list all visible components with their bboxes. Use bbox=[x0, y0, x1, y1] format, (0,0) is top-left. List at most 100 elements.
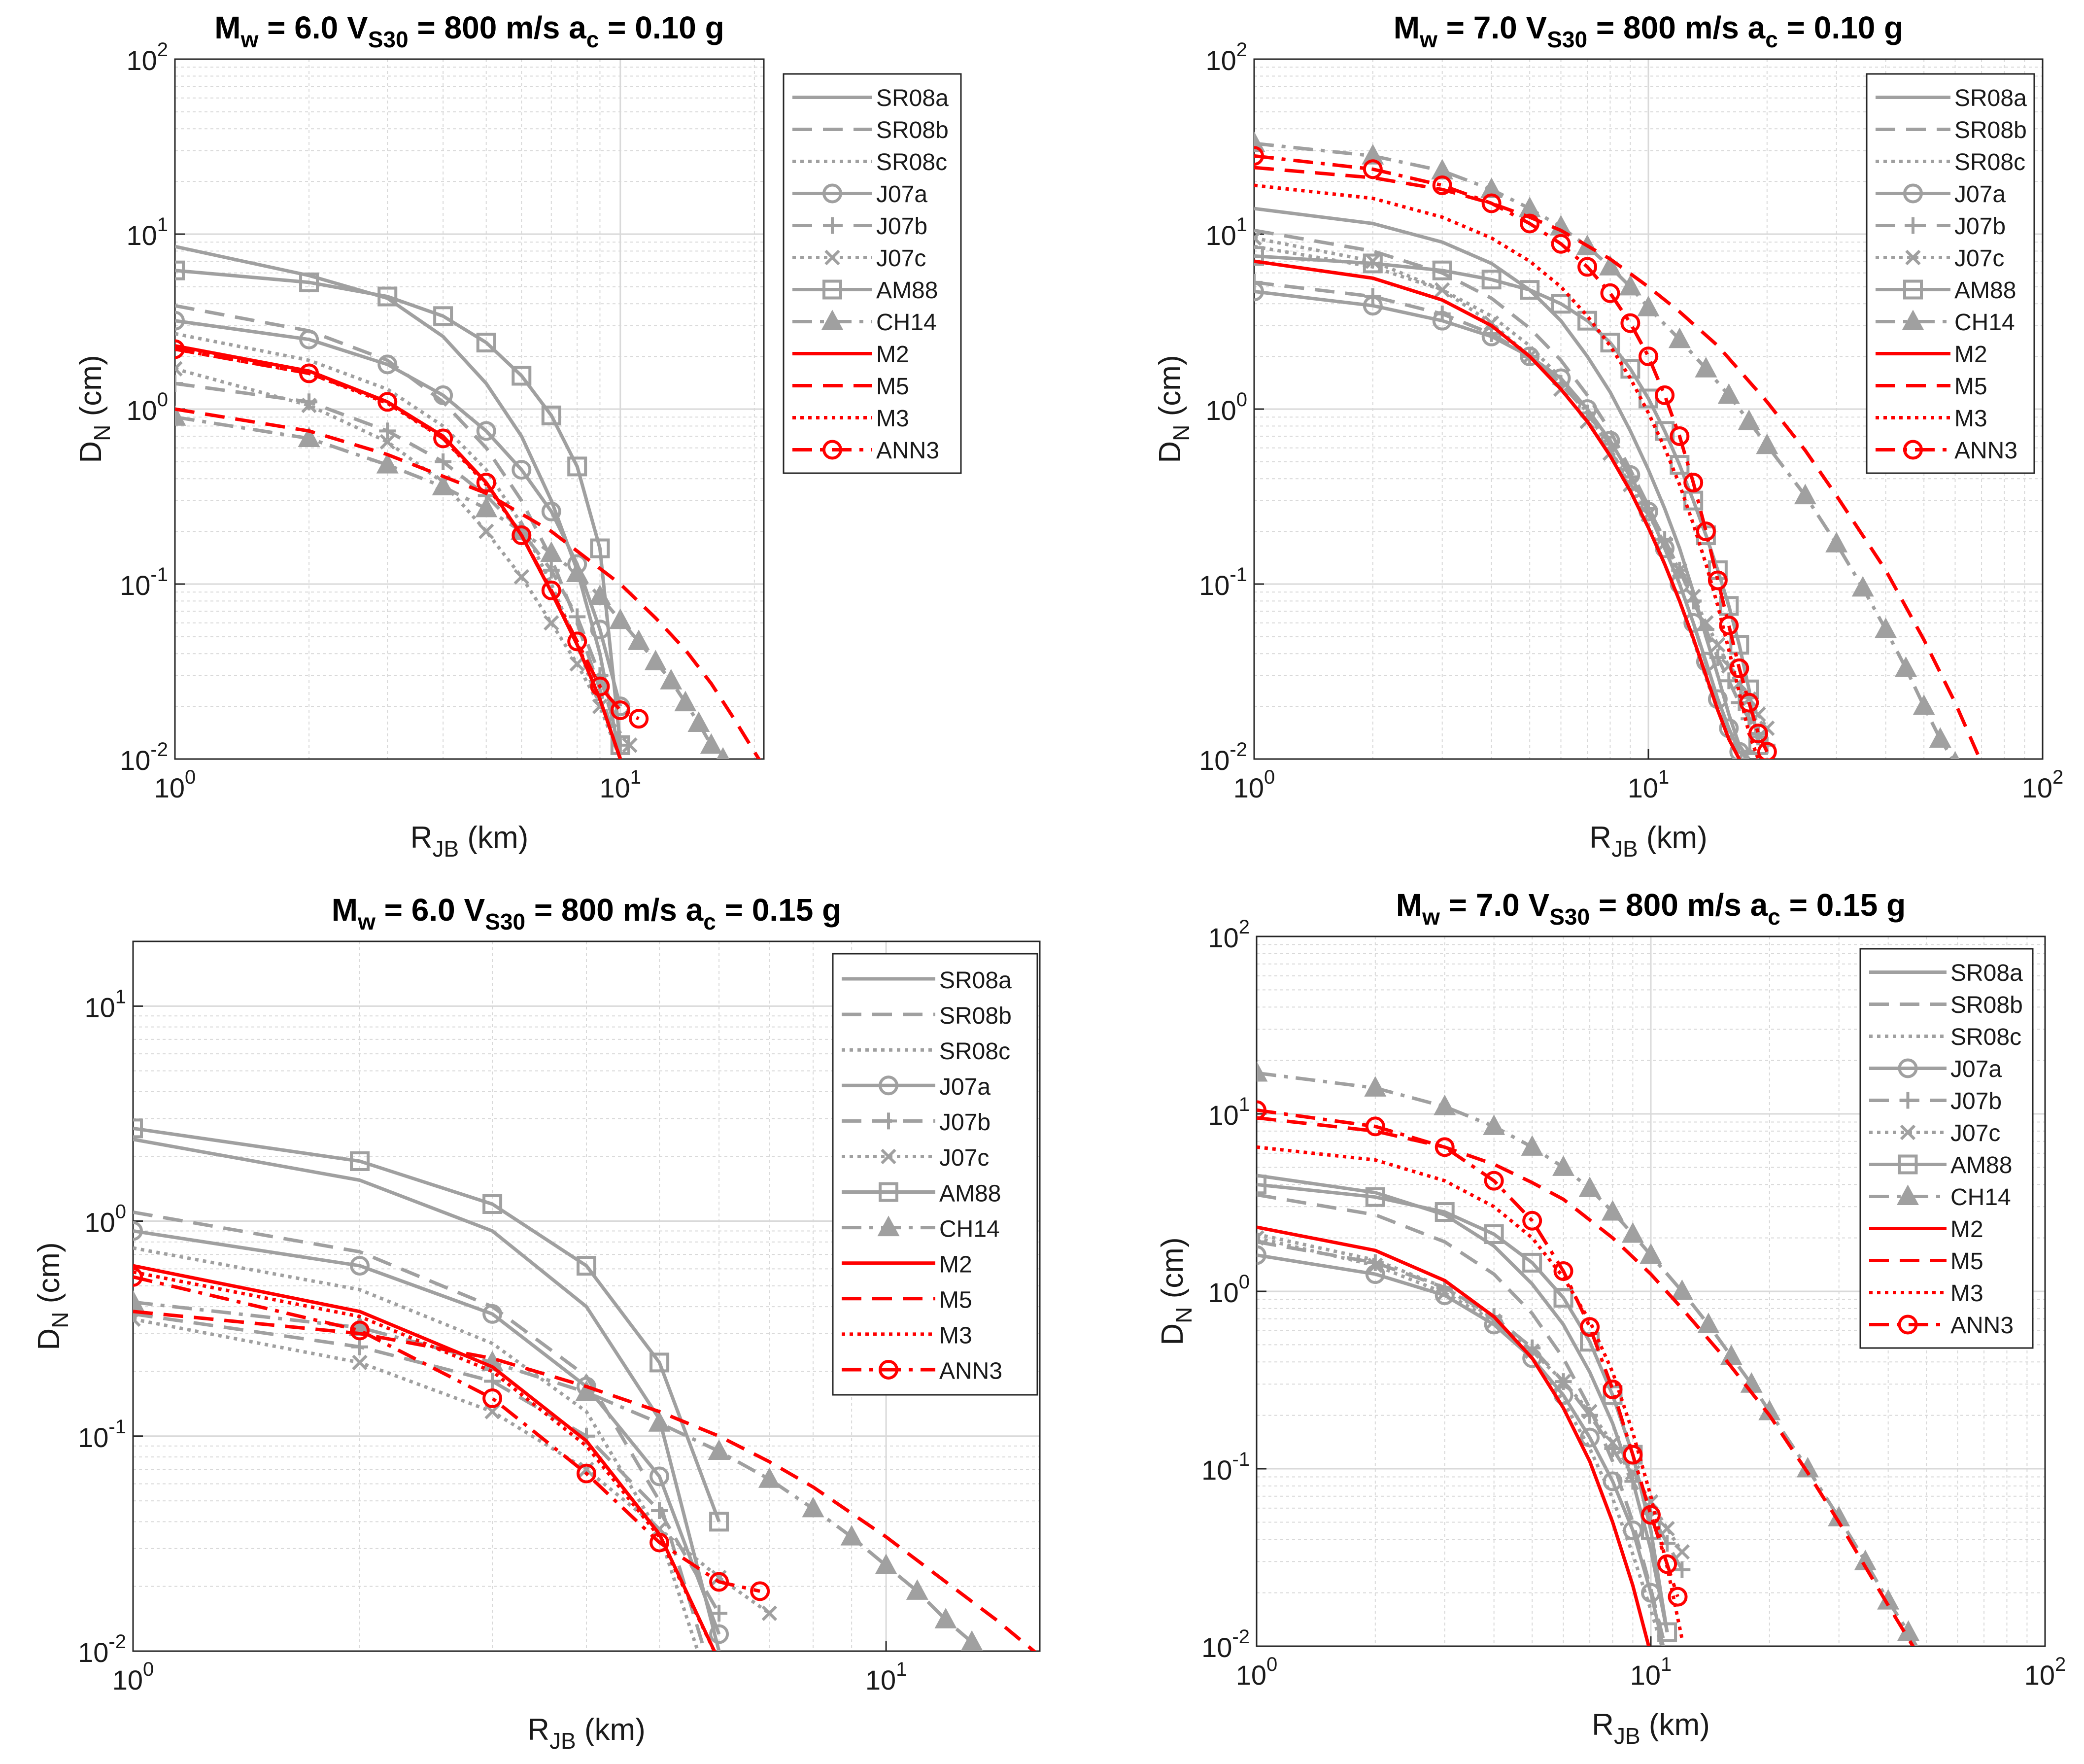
marker-ch14 bbox=[708, 1439, 730, 1460]
marker-ch14 bbox=[1480, 177, 1503, 198]
marker-ch14 bbox=[1483, 1114, 1505, 1135]
marker-ann3 bbox=[541, 580, 561, 600]
marker-ch14 bbox=[298, 426, 320, 447]
marker-am88 bbox=[1481, 270, 1502, 290]
legend-marker-j07a bbox=[1903, 183, 1923, 204]
marker-j07c bbox=[478, 523, 494, 539]
marker-ch14 bbox=[687, 711, 710, 732]
marker-j07c bbox=[1582, 1404, 1598, 1419]
chart-title: Mw = 6.0 VS30 = 800 m/s ac = 0.15 g bbox=[332, 892, 841, 934]
legend-label: M5 bbox=[1950, 1248, 1983, 1275]
series-line-m5 bbox=[133, 1310, 1037, 1651]
grid bbox=[174, 58, 764, 760]
marker-ann3 bbox=[1739, 692, 1759, 713]
chart-title: Mw = 7.0 VS30 = 800 m/s ac = 0.15 g bbox=[1396, 887, 1906, 930]
marker-ann3 bbox=[1432, 175, 1452, 196]
marker-ann3 bbox=[1520, 213, 1540, 234]
legend-label: J07b bbox=[1954, 213, 2006, 240]
x-tick-label: 101 bbox=[1630, 1654, 1672, 1691]
y-axis-label: DN (cm) bbox=[32, 1242, 73, 1350]
x-tick-label: 100 bbox=[112, 1659, 154, 1695]
legend-marker-j07c bbox=[824, 249, 840, 266]
legend-marker-am88 bbox=[822, 279, 842, 300]
chart-title: Mw = 7.0 VS30 = 800 m/s ac = 0.10 g bbox=[1394, 10, 1903, 52]
marker-ann3 bbox=[629, 709, 649, 729]
marker-ann3 bbox=[1257, 1100, 1266, 1120]
legend-label: J07b bbox=[939, 1109, 991, 1136]
y-tick-label: 102 bbox=[126, 39, 168, 76]
legend-label: J07a bbox=[1950, 1056, 2002, 1082]
y-axis-label: DN (cm) bbox=[1153, 355, 1194, 463]
legend-label: CH14 bbox=[939, 1216, 1000, 1242]
legend-label: AM88 bbox=[876, 277, 938, 304]
legend-marker-j07a bbox=[1898, 1058, 1918, 1078]
legend-marker-j07a bbox=[879, 1075, 898, 1096]
marker-am88 bbox=[1432, 260, 1452, 280]
marker-ch14 bbox=[1950, 751, 1960, 759]
marker-j07c bbox=[352, 1354, 368, 1371]
legend-marker-j07b bbox=[824, 217, 841, 234]
legend-label: M3 bbox=[876, 406, 909, 432]
legend-label: M5 bbox=[1954, 374, 1987, 400]
y-tick-label: 10-2 bbox=[78, 1631, 126, 1668]
marker-ann3 bbox=[1683, 473, 1704, 493]
marker-ann3 bbox=[1603, 1380, 1623, 1400]
marker-am88 bbox=[482, 1194, 503, 1214]
y-tick-label: 101 bbox=[84, 986, 126, 1023]
marker-j07a bbox=[1683, 613, 1704, 633]
marker-j07c bbox=[1486, 1313, 1502, 1329]
legend-label: J07c bbox=[876, 245, 926, 272]
marker-ann3 bbox=[1363, 159, 1383, 179]
series-line-am88 bbox=[133, 1126, 721, 1522]
series-group bbox=[1257, 1061, 1920, 1646]
marker-j07a bbox=[1603, 1471, 1623, 1491]
legend-label: ANN3 bbox=[939, 1358, 1002, 1384]
y-tick-label: 100 bbox=[126, 389, 168, 426]
marker-j07a bbox=[377, 354, 398, 375]
marker-j07b bbox=[1367, 1254, 1384, 1271]
marker-ann3 bbox=[350, 1320, 370, 1341]
marker-ch14 bbox=[609, 608, 632, 629]
marker-ch14 bbox=[588, 584, 611, 605]
marker-j07c bbox=[544, 615, 559, 631]
marker-j07c bbox=[1674, 1544, 1690, 1560]
series-line-j07a bbox=[133, 1229, 721, 1635]
series-line-m2 bbox=[1254, 259, 1742, 759]
marker-am88 bbox=[1657, 1622, 1677, 1642]
series-line-sr08c bbox=[1254, 244, 1750, 759]
legend-label: M2 bbox=[1950, 1216, 1983, 1243]
x-tick-label: 101 bbox=[1628, 766, 1670, 803]
marker-ann3 bbox=[1757, 742, 1777, 759]
legend-label: M5 bbox=[876, 374, 909, 400]
series-line-sr08c bbox=[133, 1246, 700, 1651]
y-tick-label: 10-1 bbox=[1199, 564, 1247, 601]
marker-ann3 bbox=[590, 676, 610, 696]
marker-ann3 bbox=[175, 339, 185, 359]
legend-label: SR08c bbox=[876, 149, 947, 175]
marker-ann3 bbox=[1577, 257, 1598, 277]
legend-label: SR08b bbox=[876, 117, 949, 143]
marker-j07b bbox=[1674, 1561, 1691, 1578]
marker-am88 bbox=[299, 272, 319, 292]
marker-j07a bbox=[433, 385, 453, 405]
marker-ann3 bbox=[1365, 1116, 1385, 1137]
series-line-sr08a bbox=[133, 1138, 721, 1651]
marker-j07a bbox=[1257, 1245, 1266, 1265]
legend-label: CH14 bbox=[1954, 310, 2015, 336]
marker-ann3 bbox=[1522, 1211, 1542, 1231]
marker-am88 bbox=[1520, 280, 1540, 300]
marker-am88 bbox=[709, 1512, 729, 1532]
marker-j07c bbox=[1367, 1257, 1383, 1274]
series-line-m3 bbox=[1257, 1145, 1684, 1639]
marker-j07a bbox=[482, 1304, 503, 1324]
marker-j07b bbox=[651, 1502, 668, 1520]
series-line-m3 bbox=[133, 1270, 717, 1651]
marker-j07a bbox=[541, 501, 561, 521]
marker-ch14 bbox=[627, 629, 650, 650]
marker-am88 bbox=[1739, 679, 1759, 699]
x-axis-label: RJB (km) bbox=[527, 1713, 646, 1754]
marker-j07c bbox=[1759, 720, 1775, 736]
marker-j07b bbox=[1602, 436, 1619, 453]
legend-marker-ann3 bbox=[879, 1359, 898, 1380]
marker-j07a bbox=[1254, 281, 1264, 302]
